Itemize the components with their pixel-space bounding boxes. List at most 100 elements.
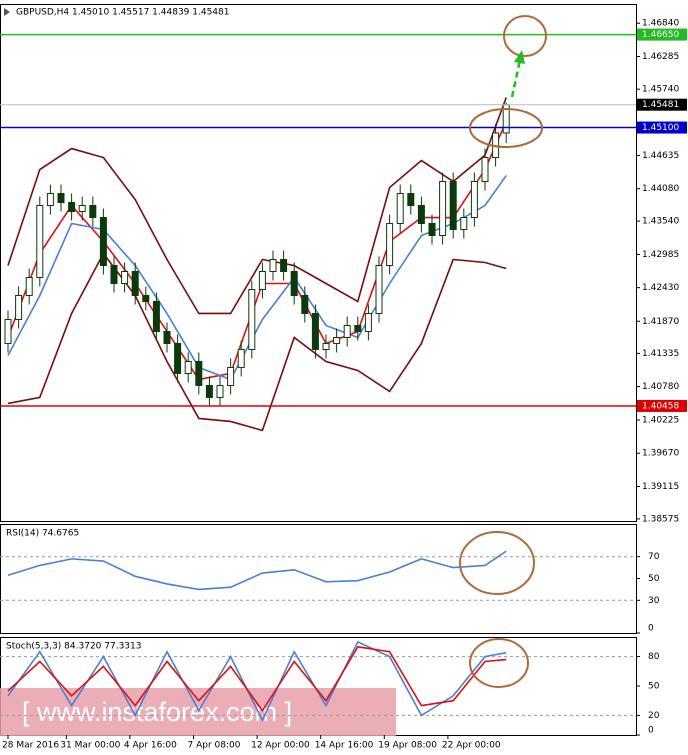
candle-body (142, 294, 150, 302)
x-tick-label: 7 Apr 08:00 (188, 741, 241, 751)
candle-body (163, 330, 171, 344)
candle-body (227, 366, 235, 386)
stoch-title: Stoch(5,3,3) 84.3720 77.3313 (6, 642, 141, 652)
breakout-circle (469, 108, 543, 148)
candle-body (301, 294, 309, 314)
candle-body (396, 193, 404, 225)
candle-body (205, 384, 213, 398)
candle-body (269, 259, 277, 272)
y-tick-label: 50 (648, 574, 660, 584)
plot: 1.46840 1.46285 1.45740 1.44635 1.44080 1.435… (0, 19, 687, 751)
candle-body (343, 324, 351, 338)
candle-body (25, 276, 33, 296)
candle-body (439, 181, 447, 237)
y-tick-label: 1.46840 (642, 19, 679, 29)
y-tick-label: 1.42430 (642, 283, 679, 293)
indicator-line (7, 97, 507, 315)
level-label: 1.46650 (642, 30, 679, 40)
indicator-line (7, 550, 507, 591)
x-tick-label: 12 Apr 00:00 (251, 741, 310, 751)
level-label: 1.40458 (642, 401, 679, 411)
candle-body (375, 264, 383, 314)
candle-body (68, 202, 76, 213)
main-panel (0, 4, 637, 522)
candle-body (364, 312, 372, 332)
candle-body (184, 360, 192, 374)
y-tick-label: 1.43540 (642, 217, 679, 227)
y-tick-label: 50 (648, 682, 660, 692)
candle-body (99, 217, 107, 266)
candle-body (121, 270, 129, 284)
forecast-arrow (510, 59, 522, 98)
candle-body (407, 193, 415, 207)
level-label-box (637, 399, 687, 412)
y-tick-label: 1.39115 (642, 482, 679, 492)
candle-body (237, 348, 245, 368)
candle-body (131, 270, 139, 296)
y-tick-label: 20 (648, 711, 660, 721)
candle-body (258, 270, 266, 290)
candle-body (290, 270, 298, 296)
indicator-line (7, 640, 507, 723)
y-tick-label: 1.40780 (642, 382, 679, 392)
candle-body (36, 205, 44, 278)
y-tick-label: 0 (648, 624, 654, 634)
y-tick-label: 0 (648, 726, 654, 736)
candle-body (322, 342, 330, 350)
stoch-circle (469, 638, 529, 688)
y-tick-label: 1.44080 (642, 184, 679, 194)
x-tick-label: 14 Apr 16:00 (315, 741, 374, 751)
y-tick-label: 1.45740 (642, 85, 679, 95)
candle-body (280, 259, 288, 272)
indicator-line (7, 645, 507, 712)
candle-body (333, 336, 341, 344)
candle-body (428, 223, 436, 237)
last-price-box (637, 98, 687, 111)
y-tick-label: 1.38575 (642, 514, 679, 524)
y-tick-label: 1.41335 (642, 349, 679, 359)
candle-body (248, 288, 256, 350)
y-tick-label: 1.42985 (642, 250, 679, 260)
y-tick-label: 1.41870 (642, 317, 679, 327)
candle-body (460, 217, 468, 231)
x-tick-label: 19 Apr 08:00 (378, 741, 437, 751)
candle-body (89, 205, 97, 219)
y-tick-label: 1.39670 (642, 449, 679, 459)
y-tick-label: 1.46285 (642, 52, 679, 62)
y-tick-label: 80 (648, 652, 660, 662)
candle-body (174, 342, 182, 374)
candle-body (386, 223, 394, 266)
candle-body (152, 300, 160, 332)
candle-body (195, 360, 203, 386)
last-price-label: 1.45481 (642, 100, 679, 110)
level-label-box (637, 28, 687, 41)
candle-body (417, 205, 425, 225)
candle-body (354, 324, 362, 332)
x-tick-label: 4 Apr 16:00 (124, 741, 177, 751)
y-tick-label: 30 (648, 596, 660, 606)
main-title: GBPUSD,H4 1.45010 1.45517 1.44839 1.4548… (16, 8, 229, 18)
candle-body (449, 181, 457, 231)
y-tick-label: 1.44635 (642, 151, 679, 161)
candle-body (481, 157, 489, 183)
candle-body (110, 264, 118, 284)
y-tick-label: 1.40225 (642, 415, 679, 425)
rsi-title: RSI(14) 74.6765 (6, 529, 79, 539)
target-circle (503, 15, 547, 57)
candle-body (216, 384, 224, 398)
x-tick-label: 28 Mar 2016 (2, 741, 59, 751)
candle-body (57, 193, 65, 204)
level-label: 1.45100 (642, 123, 679, 133)
rsi-circle (459, 531, 535, 595)
candle-body (4, 318, 12, 344)
candle-body (470, 181, 478, 219)
candle-body (311, 312, 319, 350)
watermark: [ www.instaforex.com ] (22, 697, 292, 727)
symbol-icon (4, 8, 10, 16)
x-tick-label: 22 Apr 00:00 (442, 741, 501, 751)
candle-body (46, 193, 54, 207)
candle-body (78, 205, 86, 213)
candle-body (15, 294, 23, 320)
